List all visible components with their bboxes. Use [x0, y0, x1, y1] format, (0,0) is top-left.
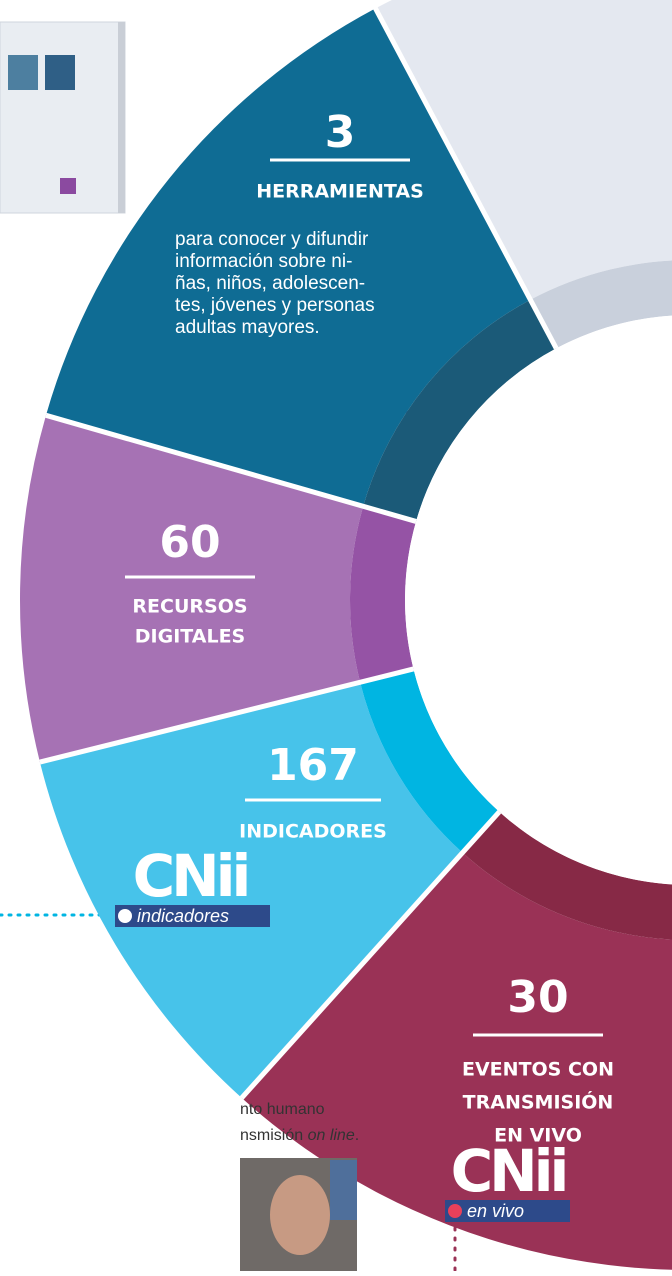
ring-band [530, 260, 672, 349]
thumb-icon [60, 178, 76, 194]
stat-description: ñas, niños, adolescen- [175, 273, 365, 294]
ring-segment [19, 415, 364, 763]
stat-number: 167 [267, 740, 359, 791]
stat-description: tes, jóvenes y personas [175, 295, 375, 316]
caption-line: nto humano [240, 1101, 325, 1118]
stat-number: 60 [159, 517, 220, 568]
stat-label: DIGITALES [135, 626, 245, 648]
caption-text: nsmisión [240, 1127, 308, 1144]
stat-label: INDICADORES [239, 821, 387, 843]
caption-text: . [355, 1127, 359, 1144]
thumb-icon [45, 55, 75, 90]
ring-segment [45, 8, 531, 507]
stat-label: RECURSOS [132, 596, 247, 618]
thumb-icon [8, 55, 38, 90]
logo-brand: CNii [133, 842, 248, 910]
segment-divider [39, 666, 415, 765]
ring-center [405, 315, 672, 885]
segment-divider [239, 810, 502, 1100]
ring-band [462, 811, 672, 940]
ring-band [350, 506, 417, 683]
logo-tag: en vivo [467, 1201, 524, 1221]
logo-tag: indicadores [137, 906, 229, 926]
logo-brand: CNii [451, 1137, 566, 1205]
stat-label: EVENTOS CON [462, 1059, 614, 1081]
ring-segment [39, 682, 463, 1098]
stat-label: HERRAMIENTAS [256, 181, 424, 203]
stat-label: TRANSMISIÓN [463, 1090, 614, 1114]
ring-band [360, 668, 500, 853]
stat-description: información sobre ni- [175, 251, 352, 272]
stat-number: 30 [507, 972, 568, 1023]
stat-description: para conocer y difundir [175, 229, 369, 250]
ring-band [363, 299, 557, 522]
logo-dot [448, 1204, 462, 1218]
segment-divider [368, 0, 559, 350]
video-person [270, 1175, 330, 1255]
caption-italic: on line [308, 1127, 355, 1144]
stat-description: adultas mayores. [175, 317, 320, 338]
thumb-scrollbar [118, 22, 125, 213]
caption-line: nsmisión on line. [240, 1127, 359, 1144]
ring-segment [375, 0, 672, 300]
video-banner [330, 1160, 357, 1220]
logo-tag-box [445, 1200, 570, 1222]
logo-tag-box [115, 905, 270, 927]
segment-divider [45, 412, 417, 524]
ring [19, 0, 672, 1270]
logo-dot [118, 909, 132, 923]
stat-number: 3 [325, 107, 356, 158]
stat-label: EN VIVO [494, 1125, 582, 1147]
